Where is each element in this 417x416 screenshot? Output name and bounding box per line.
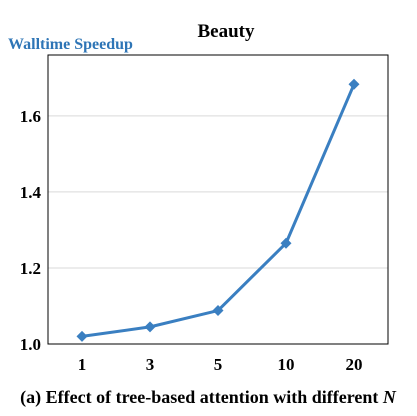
y-tick-label: 1.2	[20, 259, 41, 278]
y-tick-label: 1.6	[20, 107, 41, 126]
data-point-marker	[348, 78, 360, 90]
data-point-marker	[76, 330, 88, 342]
x-tick-label: 10	[278, 355, 295, 374]
caption-variable: N	[382, 387, 397, 407]
figure-caption: (a) Effect of tree-based attention with …	[20, 387, 397, 408]
x-tick-label: 5	[214, 355, 223, 374]
series-line	[81, 83, 356, 338]
grid-lines	[48, 115, 388, 269]
x-tick-label: 1	[78, 355, 87, 374]
chart-title: Beauty	[198, 21, 256, 42]
caption-text: (a) Effect of tree-based attention with …	[20, 387, 383, 408]
x-tick-labels: 1 3 5 10 20	[78, 355, 363, 374]
y-tick-label: 1.0	[20, 335, 41, 354]
data-point-marker	[280, 237, 292, 249]
x-tick-label: 3	[146, 355, 155, 374]
series-line-group	[76, 78, 360, 342]
plot-frame	[47, 54, 389, 345]
x-tick-label: 20	[346, 355, 363, 374]
y-tick-label: 1.4	[20, 183, 42, 202]
data-point-marker	[144, 321, 156, 333]
y-axis-label: Walltime Speedup	[8, 36, 133, 53]
data-point-marker	[212, 305, 224, 317]
y-tick-labels: 1.0 1.2 1.4 1.6	[20, 107, 42, 354]
